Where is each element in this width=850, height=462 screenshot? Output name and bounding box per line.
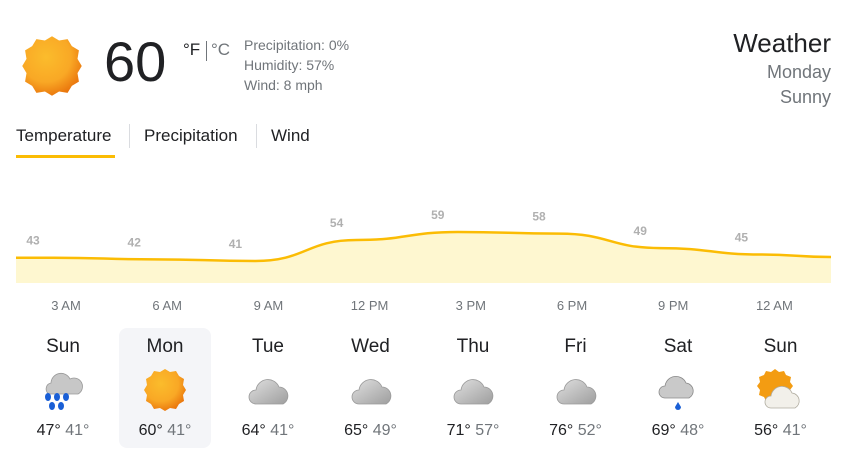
high-temp: 56° <box>754 422 779 439</box>
tab-temperature[interactable]: Temperature <box>16 126 112 145</box>
hour-label: 9 PM <box>658 298 689 313</box>
day-thu[interactable]: Thu 71° 57° <box>427 328 519 448</box>
low-temp: 48° <box>680 422 705 439</box>
hour-label: 6 PM <box>556 298 588 313</box>
tab-divider <box>129 124 130 148</box>
celsius-toggle[interactable]: °C <box>211 40 231 59</box>
sunny-icon <box>18 32 86 100</box>
hour-label: 9 AM <box>253 298 284 313</box>
wind-detail: Wind: 8 mph <box>244 77 323 93</box>
page-title: Weather <box>733 28 831 58</box>
temperature-line <box>16 230 832 263</box>
precipitation-detail: Precipitation: 0% <box>244 37 350 53</box>
high-temp: 69° <box>651 422 676 439</box>
hour-label: 12 AM <box>755 298 793 313</box>
current-day: Monday <box>766 62 831 82</box>
hour-label: 3 PM <box>455 298 486 313</box>
day-name: Tue <box>251 336 285 357</box>
hour-label: 6 AM <box>152 298 182 313</box>
day-name: Sun <box>46 336 80 357</box>
high-temp: 60° <box>138 422 163 439</box>
light-rain-icon <box>654 366 702 414</box>
temperature-area <box>16 231 831 283</box>
current-temperature: 60 <box>104 30 167 93</box>
data-label: 58 <box>532 210 546 224</box>
day-name: Mon <box>146 336 184 357</box>
data-label: 59 <box>431 208 445 222</box>
tab-divider <box>256 124 257 148</box>
data-label: 41 <box>229 237 243 251</box>
day-name: Thu <box>456 336 490 357</box>
day-name: Wed <box>351 336 390 357</box>
fahrenheit-toggle[interactable]: °F <box>183 40 201 59</box>
temperature-chart: 43 42 41 54 59 58 49 45 <box>16 208 832 283</box>
humidity-detail: Humidity: 57% <box>244 57 335 73</box>
partly-cloudy-icon <box>756 366 805 414</box>
high-temp: 71° <box>446 422 471 439</box>
day-name: Sat <box>663 336 693 357</box>
day-sun[interactable]: Sun 47° 41° <box>17 328 109 448</box>
unit-divider <box>206 41 207 61</box>
day-fri[interactable]: Fri 76° 52° <box>530 328 622 448</box>
data-label: 54 <box>330 216 344 230</box>
low-temp: 41° <box>270 422 295 439</box>
data-label: 42 <box>128 235 142 249</box>
data-label: 45 <box>735 231 749 245</box>
high-temp: 64° <box>241 422 266 439</box>
day-wed[interactable]: Wed 65° 49° <box>325 328 417 448</box>
data-label: 49 <box>634 224 648 238</box>
low-temp: 41° <box>167 422 192 439</box>
cloudy-icon <box>244 366 292 414</box>
high-temp: 65° <box>344 422 369 439</box>
low-temp: 41° <box>782 422 807 439</box>
cloudy-icon <box>552 366 600 414</box>
cloudy-icon <box>347 366 395 414</box>
tab-wind[interactable]: Wind <box>271 126 310 145</box>
low-temp: 41° <box>65 422 90 439</box>
current-condition: Sunny <box>779 87 831 107</box>
hour-label: 12 PM <box>350 298 389 313</box>
high-temp: 47° <box>36 422 61 439</box>
rain-icon <box>39 366 87 414</box>
cloudy-icon <box>449 366 497 414</box>
day-tue[interactable]: Tue 64° 41° <box>222 328 314 448</box>
day-name: Sun <box>763 336 798 357</box>
hour-label: 3 AM <box>51 298 81 313</box>
day-mon[interactable]: Mon 60° 41° <box>119 328 211 448</box>
day-name: Fri <box>564 336 587 357</box>
active-tab-indicator <box>16 155 115 158</box>
tab-precipitation[interactable]: Precipitation <box>144 126 238 145</box>
day-sat[interactable]: Sat 69° 48° <box>632 328 724 448</box>
day-sun[interactable]: Sun 56° 41° <box>735 328 827 448</box>
low-temp: 57° <box>475 422 500 439</box>
data-label: 43 <box>26 234 40 248</box>
low-temp: 49° <box>372 422 397 439</box>
high-temp: 76° <box>549 422 574 439</box>
low-temp: 52° <box>577 422 602 439</box>
sunny-icon <box>141 366 189 414</box>
